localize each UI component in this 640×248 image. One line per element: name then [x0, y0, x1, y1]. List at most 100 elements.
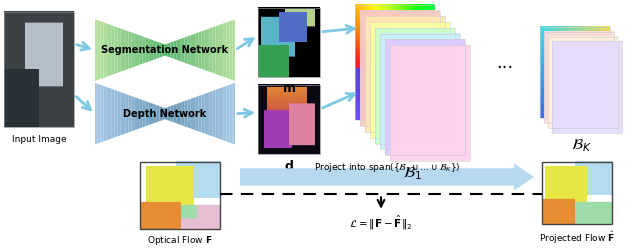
Polygon shape — [190, 98, 193, 129]
Polygon shape — [98, 20, 100, 80]
Text: $\mathcal{B}_1$: $\mathcal{B}_1$ — [403, 166, 422, 182]
Polygon shape — [212, 90, 216, 137]
Polygon shape — [134, 97, 137, 130]
Polygon shape — [218, 88, 221, 139]
Polygon shape — [157, 41, 159, 59]
Polygon shape — [159, 106, 162, 121]
Polygon shape — [98, 84, 100, 143]
Polygon shape — [179, 102, 182, 125]
Polygon shape — [168, 42, 171, 58]
Polygon shape — [154, 40, 157, 60]
Polygon shape — [109, 88, 112, 139]
Text: Project into span$\left(\{\mathcal{B}_1 \cup \ldots \cup \mathcal{B}_K\}\right)$: Project into span$\left(\{\mathcal{B}_1 … — [314, 161, 460, 174]
Polygon shape — [207, 28, 210, 72]
Polygon shape — [207, 92, 210, 135]
Polygon shape — [131, 96, 134, 131]
Polygon shape — [171, 41, 173, 59]
FancyArrow shape — [240, 163, 534, 190]
Polygon shape — [100, 21, 104, 79]
Polygon shape — [104, 22, 106, 78]
Polygon shape — [165, 107, 168, 120]
Polygon shape — [112, 25, 115, 75]
Bar — [380, 34, 460, 149]
Polygon shape — [216, 25, 218, 75]
Polygon shape — [188, 35, 190, 65]
Polygon shape — [227, 21, 229, 79]
Bar — [385, 39, 465, 155]
Bar — [355, 5, 435, 120]
Polygon shape — [145, 101, 148, 126]
Polygon shape — [193, 97, 196, 130]
Bar — [140, 162, 220, 229]
Bar — [365, 16, 445, 132]
Polygon shape — [104, 86, 106, 141]
Polygon shape — [140, 99, 143, 128]
Polygon shape — [157, 105, 159, 122]
Polygon shape — [202, 31, 204, 70]
Polygon shape — [159, 42, 162, 58]
Polygon shape — [143, 100, 145, 127]
Polygon shape — [112, 89, 115, 138]
Text: $\mathbf{m}$: $\mathbf{m}$ — [282, 82, 296, 95]
Polygon shape — [126, 31, 129, 70]
Bar — [4, 12, 74, 127]
Polygon shape — [123, 29, 126, 71]
Polygon shape — [143, 36, 145, 64]
Polygon shape — [168, 106, 171, 121]
Text: $\mathcal{L} = \|\mathbf{F} - \hat{\mathbf{F}}\|_2$: $\mathcal{L} = \|\mathbf{F} - \hat{\math… — [349, 214, 413, 232]
Polygon shape — [151, 103, 154, 124]
Polygon shape — [179, 38, 182, 62]
Polygon shape — [212, 26, 216, 74]
Polygon shape — [196, 32, 198, 68]
Polygon shape — [204, 29, 207, 71]
Polygon shape — [173, 104, 176, 123]
Polygon shape — [148, 102, 151, 125]
Polygon shape — [129, 31, 131, 69]
Polygon shape — [184, 100, 188, 127]
Bar — [360, 11, 440, 126]
Text: $\mathbf{d}$: $\mathbf{d}$ — [284, 159, 294, 173]
Polygon shape — [140, 35, 143, 65]
Polygon shape — [221, 87, 224, 140]
Polygon shape — [131, 32, 134, 68]
Text: ...: ... — [497, 54, 514, 72]
Bar — [542, 162, 612, 224]
Polygon shape — [202, 94, 204, 133]
Polygon shape — [210, 27, 212, 73]
Polygon shape — [182, 37, 184, 63]
Text: Segmentation Network: Segmentation Network — [101, 45, 228, 55]
Polygon shape — [190, 34, 193, 66]
Polygon shape — [196, 96, 198, 131]
Polygon shape — [115, 26, 117, 74]
Polygon shape — [123, 93, 126, 134]
Polygon shape — [221, 23, 224, 77]
Bar — [370, 22, 450, 138]
Bar — [258, 8, 320, 77]
Bar — [375, 28, 455, 144]
Polygon shape — [95, 19, 98, 81]
Polygon shape — [162, 107, 165, 120]
Polygon shape — [184, 36, 188, 64]
Polygon shape — [229, 20, 232, 80]
Polygon shape — [117, 27, 120, 73]
Polygon shape — [106, 87, 109, 140]
Polygon shape — [182, 101, 184, 126]
Polygon shape — [204, 93, 207, 134]
Polygon shape — [151, 39, 154, 61]
Polygon shape — [193, 33, 196, 67]
Text: Projected Flow $\hat{\mathbf{F}}$: Projected Flow $\hat{\mathbf{F}}$ — [539, 229, 615, 246]
Text: $\mathcal{B}_K$: $\mathcal{B}_K$ — [571, 138, 591, 155]
Polygon shape — [218, 24, 221, 76]
Polygon shape — [134, 33, 137, 67]
Polygon shape — [227, 85, 229, 142]
Polygon shape — [137, 98, 140, 129]
Bar — [548, 37, 618, 128]
Polygon shape — [145, 37, 148, 63]
Polygon shape — [115, 90, 117, 137]
Polygon shape — [165, 43, 168, 57]
Polygon shape — [100, 85, 104, 142]
Bar — [390, 45, 470, 161]
Polygon shape — [137, 34, 140, 66]
Polygon shape — [198, 95, 202, 132]
Polygon shape — [154, 104, 157, 123]
